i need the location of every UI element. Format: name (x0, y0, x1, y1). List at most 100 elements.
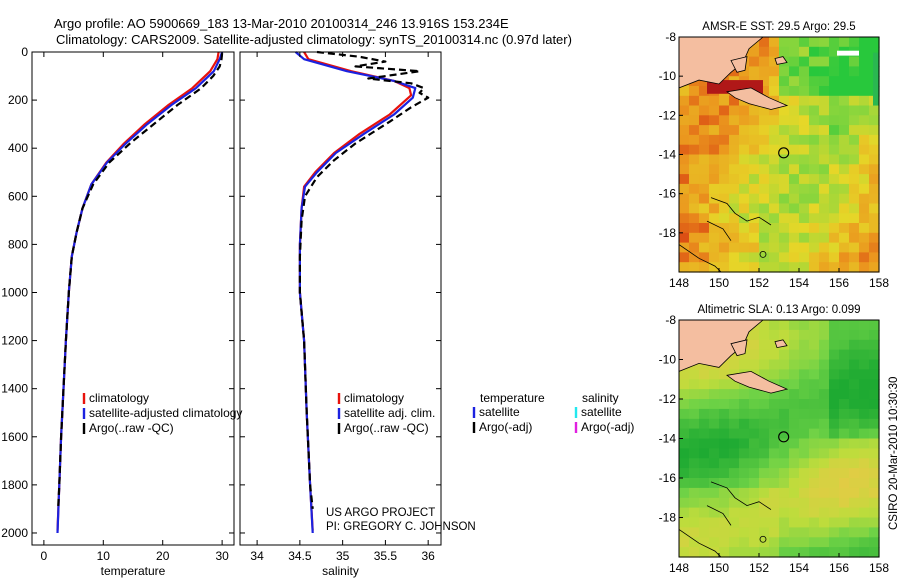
map-pixel (739, 242, 750, 253)
y-tick-label: -16 (659, 471, 677, 485)
map-pixel (789, 46, 800, 58)
map-pixel (769, 507, 780, 519)
map-pixel (679, 144, 690, 156)
legend-heading-salinity: salinity (582, 391, 619, 405)
map-pixel (839, 125, 850, 136)
map-pixel (839, 164, 850, 175)
map-pixel (839, 242, 850, 253)
map-pixel (789, 448, 800, 459)
map-pixel (729, 252, 740, 263)
map-pixel (809, 458, 820, 469)
map-pixel (779, 478, 790, 489)
map-pixel (749, 399, 760, 410)
map-pixel (689, 448, 700, 459)
map-pixel (789, 320, 800, 331)
map-pixel (709, 458, 720, 469)
map-pixel (759, 487, 770, 499)
map-pixel (749, 66, 760, 77)
map-pixel (779, 242, 790, 253)
map-pixel (859, 507, 870, 519)
map-pixel (819, 242, 830, 253)
map-pixel (779, 418, 790, 430)
map-pixel (799, 527, 810, 538)
map-pixel (709, 174, 720, 185)
map-pixel (759, 329, 770, 341)
map-pixel (869, 537, 880, 548)
map-pixel (769, 134, 780, 146)
map-pixel (859, 497, 870, 509)
map-pixel (849, 252, 860, 263)
map-pixel (809, 37, 820, 48)
map-pixel (849, 527, 860, 538)
map-pixel (779, 46, 790, 58)
map-pixel (759, 468, 770, 479)
map-pixel (739, 262, 750, 273)
y-tick-label: 1000 (1, 285, 28, 299)
y-tick-label: 1400 (1, 382, 28, 396)
map-pixel (679, 213, 690, 224)
map-pixel (819, 399, 830, 410)
map-pixel (749, 183, 760, 195)
map-pixel (679, 408, 690, 420)
map-pixel (739, 66, 750, 77)
x-tick-label: 152 (749, 561, 769, 575)
map-pixel (819, 56, 830, 67)
map-pixel (869, 458, 880, 469)
map-pixel (819, 448, 830, 459)
map-pixel (829, 379, 840, 390)
map-pixel (819, 164, 830, 175)
legend-entry: satellite adj. clim. (344, 406, 435, 420)
map-pixel (679, 252, 690, 263)
map-pixel (789, 329, 800, 341)
map-pixel (819, 487, 830, 499)
map-pixel (829, 418, 840, 430)
y-tick-label: 0 (21, 45, 28, 59)
map-pixel (769, 232, 780, 244)
map-pixel (719, 497, 730, 509)
map-pixel (799, 418, 810, 430)
legend-entry: Argo(-adj) (479, 420, 532, 434)
map-pixel (849, 262, 860, 273)
map-pixel (759, 203, 770, 214)
map-pixel (759, 183, 770, 195)
map-pixel (809, 164, 820, 175)
map-pixel (859, 448, 870, 459)
x-tick-label: 148 (669, 561, 689, 575)
map-pixel (849, 339, 860, 351)
map-pixel (859, 349, 870, 361)
map-pixel (709, 95, 720, 107)
plot-frame (31, 51, 235, 546)
map-pixel (809, 517, 820, 528)
map-pixel (799, 46, 810, 58)
map-pixel (769, 174, 780, 185)
map-pixel (789, 349, 800, 361)
map-pixel (759, 115, 770, 126)
temperature-panel: 0 10 20 30 0 200 400 600 800 1000 1200 1400 1600 1800… (1, 45, 242, 578)
map-pixel (829, 320, 840, 331)
map-pixel (739, 458, 750, 469)
argo-float-position-marker (778, 431, 790, 443)
map-pixel (759, 537, 770, 548)
map-pixel (679, 537, 690, 548)
map-pixel (689, 527, 700, 538)
map-pixel (779, 174, 790, 185)
map-pixel (749, 418, 760, 430)
map-pixel (719, 418, 730, 430)
map-pixel (799, 66, 810, 77)
map-pixel (869, 428, 880, 440)
map-pixel (779, 66, 790, 77)
map-pixel (689, 154, 700, 165)
map-pixel (729, 213, 740, 224)
map-pixel (719, 448, 730, 459)
map-pixel (809, 399, 820, 410)
map-pixel (789, 478, 800, 489)
map-pixel (819, 418, 830, 430)
map-pixel (709, 379, 720, 390)
map-pixel (809, 66, 820, 77)
map-pixel (699, 389, 710, 400)
map-pixel (869, 154, 880, 165)
map-pixel (809, 76, 820, 87)
map-pixel (729, 478, 740, 489)
map-pixel (729, 448, 740, 459)
x-tick-label: 158 (869, 276, 889, 290)
